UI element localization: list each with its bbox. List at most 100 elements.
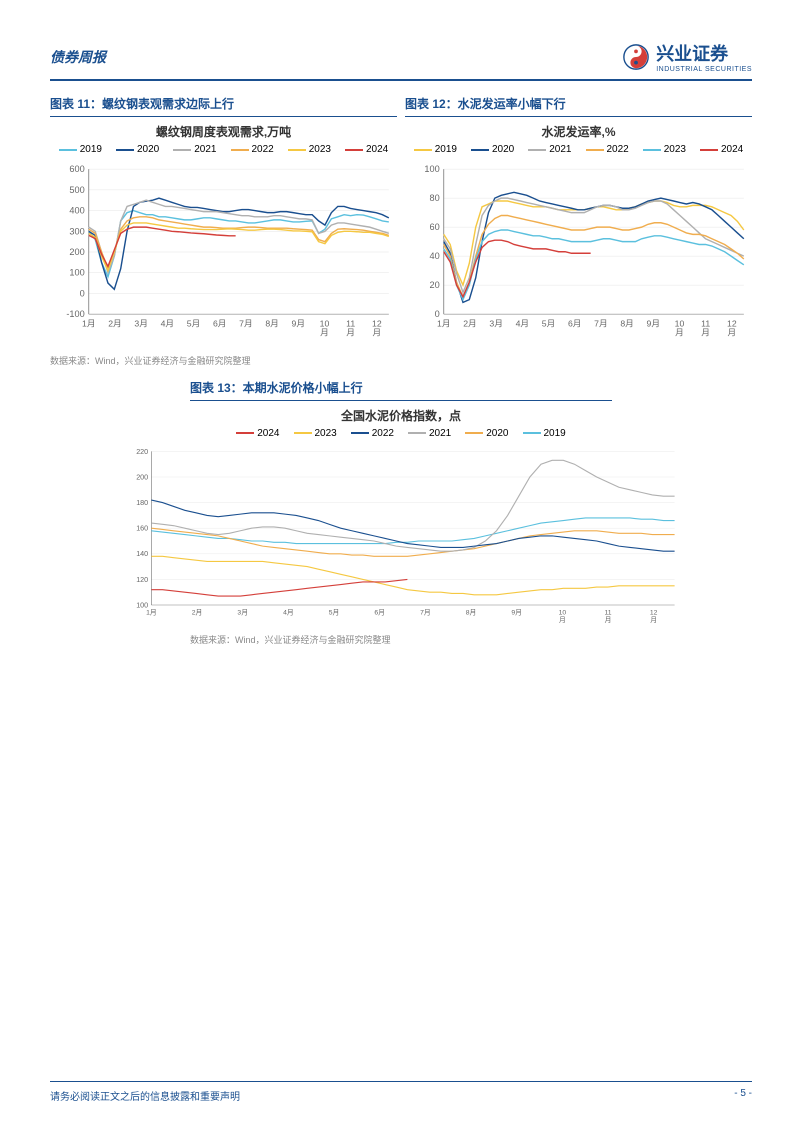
legend-item: 2019 bbox=[523, 428, 566, 439]
svg-text:1月: 1月 bbox=[82, 318, 95, 328]
legend-item: 2019 bbox=[59, 144, 102, 155]
svg-text:7月: 7月 bbox=[239, 318, 252, 328]
legend-item: 2019 bbox=[414, 144, 457, 155]
chart-12-svg: 0204060801001月2月3月4月5月6月7月8月9月10月11月12月 bbox=[405, 161, 752, 345]
logo-name-en: INDUSTRIAL SECURITIES bbox=[656, 66, 752, 73]
chart-13-subtitle: 全国水泥价格指数，点 bbox=[50, 407, 752, 424]
chart-11-svg: -10001002003004005006001月2月3月4月5月6月7月8月9… bbox=[50, 161, 397, 345]
chart-12: 图表 12：水泥发运率小幅下行 水泥发运率,% 2019 2020 2021 2022… bbox=[405, 91, 752, 350]
svg-text:9月: 9月 bbox=[292, 318, 305, 328]
svg-text:3月: 3月 bbox=[489, 318, 502, 328]
svg-text:6月: 6月 bbox=[374, 608, 385, 616]
svg-text:4月: 4月 bbox=[283, 608, 294, 616]
page-footer: 请务必阅读正文之后的信息披露和重要声明 - 5 - bbox=[50, 1081, 752, 1103]
legend-item: 2023 bbox=[294, 428, 337, 439]
svg-text:9月: 9月 bbox=[647, 318, 660, 328]
svg-text:3月: 3月 bbox=[134, 318, 147, 328]
footer-disclaimer: 请务必阅读正文之后的信息披露和重要声明 bbox=[50, 1088, 240, 1103]
chart-11-legend: 2019 2020 2021 2022 2023 2024 bbox=[50, 144, 397, 155]
svg-text:160: 160 bbox=[136, 523, 148, 532]
svg-text:600: 600 bbox=[69, 164, 84, 174]
svg-text:2月: 2月 bbox=[192, 608, 203, 616]
svg-text:12月: 12月 bbox=[650, 609, 658, 623]
logo: 兴业证券 INDUSTRIAL SECURITIES bbox=[622, 40, 752, 73]
svg-text:4月: 4月 bbox=[161, 318, 174, 328]
svg-text:180: 180 bbox=[136, 498, 148, 507]
svg-text:10月: 10月 bbox=[675, 318, 685, 337]
legend-item: 2021 bbox=[408, 428, 451, 439]
svg-text:200: 200 bbox=[136, 472, 148, 481]
svg-text:2月: 2月 bbox=[108, 318, 121, 328]
svg-text:500: 500 bbox=[69, 185, 84, 195]
svg-text:40: 40 bbox=[429, 251, 439, 261]
chart-13: 图表 13：本期水泥价格小幅上行 全国水泥价格指数，点 2024 2023 2022… bbox=[50, 375, 752, 646]
report-type: 债券周报 bbox=[50, 47, 106, 67]
chart-13-svg: 100 120 140 160 180 200 220 1月 2月 3月 4月 5月 6月 7月 8月 9月 1… bbox=[121, 445, 681, 629]
chart-12-title: 图表 12：水泥发运率小幅下行 bbox=[405, 91, 752, 117]
legend-item: 2024 bbox=[236, 428, 279, 439]
legend-item: 2024 bbox=[345, 144, 388, 155]
svg-text:400: 400 bbox=[69, 206, 84, 216]
source-1: 数据来源：Wind，兴业证券经济与金融研究院整理 bbox=[50, 354, 752, 367]
legend-item: 2022 bbox=[586, 144, 629, 155]
svg-text:0: 0 bbox=[80, 288, 85, 298]
svg-text:10月: 10月 bbox=[559, 609, 567, 623]
svg-text:220: 220 bbox=[136, 447, 148, 456]
svg-text:8月: 8月 bbox=[265, 318, 278, 328]
svg-text:20: 20 bbox=[429, 280, 439, 290]
svg-text:1月: 1月 bbox=[146, 608, 157, 616]
svg-text:6月: 6月 bbox=[213, 318, 226, 328]
svg-text:11月: 11月 bbox=[701, 318, 710, 337]
svg-text:5月: 5月 bbox=[542, 318, 555, 328]
svg-text:100: 100 bbox=[69, 268, 84, 278]
svg-text:11月: 11月 bbox=[346, 318, 355, 337]
chart-12-subtitle: 水泥发运率,% bbox=[405, 123, 752, 140]
svg-text:7月: 7月 bbox=[420, 608, 431, 616]
logo-name-cn: 兴业证券 bbox=[656, 40, 752, 66]
legend-item: 2024 bbox=[700, 144, 743, 155]
legend-item: 2022 bbox=[231, 144, 274, 155]
svg-text:200: 200 bbox=[69, 247, 84, 257]
svg-text:5月: 5月 bbox=[329, 608, 340, 616]
svg-text:120: 120 bbox=[136, 575, 148, 584]
svg-text:60: 60 bbox=[429, 222, 439, 232]
svg-text:8月: 8月 bbox=[620, 318, 633, 328]
chart-12-legend: 2019 2020 2021 2022 2023 2024 bbox=[405, 144, 752, 155]
legend-item: 2021 bbox=[173, 144, 216, 155]
chart-13-title: 图表 13：本期水泥价格小幅上行 bbox=[190, 375, 612, 401]
logo-icon bbox=[622, 43, 650, 71]
svg-text:12月: 12月 bbox=[372, 318, 382, 337]
footer-page-num: - 5 - bbox=[734, 1088, 752, 1103]
source-2: 数据来源：Wind，兴业证券经济与金融研究院整理 bbox=[190, 633, 752, 646]
chart-13-legend: 2024 2023 2022 2021 2020 2019 bbox=[50, 428, 752, 439]
svg-text:8月: 8月 bbox=[466, 608, 477, 616]
svg-text:80: 80 bbox=[429, 193, 439, 203]
legend-item: 2023 bbox=[288, 144, 331, 155]
svg-text:10月: 10月 bbox=[320, 318, 330, 337]
svg-text:3月: 3月 bbox=[237, 608, 248, 616]
svg-text:2月: 2月 bbox=[463, 318, 476, 328]
legend-item: 2023 bbox=[643, 144, 686, 155]
svg-text:100: 100 bbox=[136, 600, 148, 609]
page-header: 债券周报 兴业证券 INDUSTRIAL SECURITIES bbox=[50, 40, 752, 81]
legend-item: 2020 bbox=[116, 144, 159, 155]
svg-text:1月: 1月 bbox=[437, 318, 450, 328]
chart-11-subtitle: 螺纹钢周度表观需求,万吨 bbox=[50, 123, 397, 140]
legend-item: 2020 bbox=[471, 144, 514, 155]
svg-text:12月: 12月 bbox=[727, 318, 737, 337]
svg-text:9月: 9月 bbox=[511, 608, 522, 616]
legend-item: 2021 bbox=[528, 144, 571, 155]
svg-text:100: 100 bbox=[424, 164, 439, 174]
charts-row: 图表 11：螺纹钢表观需求边际上行 螺纹钢周度表观需求,万吨 201920202… bbox=[50, 91, 752, 350]
svg-text:300: 300 bbox=[69, 226, 84, 236]
svg-text:6月: 6月 bbox=[568, 318, 581, 328]
chart-11: 图表 11：螺纹钢表观需求边际上行 螺纹钢周度表观需求,万吨 201920202… bbox=[50, 91, 397, 350]
legend-item: 2020 bbox=[465, 428, 508, 439]
svg-text:5月: 5月 bbox=[187, 318, 200, 328]
chart-11-title: 图表 11：螺纹钢表观需求边际上行 bbox=[50, 91, 397, 117]
svg-text:11月: 11月 bbox=[604, 609, 611, 623]
svg-text:4月: 4月 bbox=[516, 318, 529, 328]
legend-item: 2022 bbox=[351, 428, 394, 439]
svg-text:7月: 7月 bbox=[594, 318, 607, 328]
svg-text:140: 140 bbox=[136, 549, 148, 558]
